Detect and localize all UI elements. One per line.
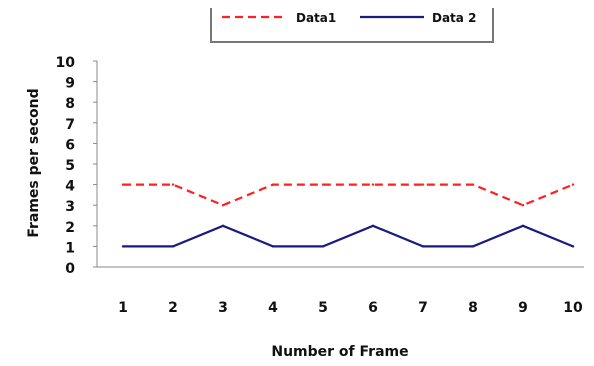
- y-tick-label: 0: [65, 261, 75, 277]
- y-tick-label: 6: [65, 137, 75, 153]
- series-1-point: [171, 183, 175, 186]
- series-line-2: [123, 224, 574, 248]
- y-tick-label: 2: [65, 220, 75, 236]
- series-1-point: [321, 183, 325, 186]
- series-2-point: [121, 245, 125, 248]
- y-tick-label: 1: [65, 240, 75, 256]
- series-2-point: [221, 224, 225, 227]
- x-tick-label: 3: [218, 300, 228, 316]
- y-tick-label: 4: [65, 179, 75, 195]
- y-axis-ticks: 0 1 2 3 4 5 6 7 8 9 10: [56, 55, 97, 277]
- series-1-point: [571, 183, 575, 186]
- series-1-point: [421, 183, 425, 186]
- series-2-point: [421, 245, 425, 248]
- series-layer: [121, 183, 575, 248]
- y-tick-label: 3: [65, 199, 75, 215]
- series-1-point: [471, 183, 475, 186]
- y-tick-label: 9: [65, 76, 75, 92]
- legend-label-1: Data1: [296, 11, 336, 25]
- legend-box: [210, 8, 494, 43]
- x-tick-label: 6: [368, 300, 378, 316]
- series-line-1: [123, 183, 574, 207]
- x-tick-label: 1: [118, 300, 128, 316]
- series-2-point: [321, 245, 325, 248]
- series-1-point: [371, 183, 375, 186]
- legend-label-2: Data 2: [432, 11, 476, 25]
- series-2-point: [171, 245, 175, 248]
- series-2-point: [271, 245, 275, 248]
- series-2-point: [471, 245, 475, 248]
- series-2-point: [571, 245, 575, 248]
- series-1-point: [121, 183, 125, 186]
- series-1-point: [271, 183, 275, 186]
- x-tick-label: 8: [468, 300, 478, 316]
- x-tick-label: 5: [318, 300, 328, 316]
- series-1-point: [521, 204, 525, 207]
- series-1-point: [221, 204, 225, 207]
- y-tick-label: 7: [65, 117, 75, 133]
- axes: [96, 61, 584, 268]
- x-axis-label: Number of Frame: [271, 344, 408, 360]
- x-tick-label: 7: [418, 300, 428, 316]
- legend: Data1 Data 2: [210, 8, 494, 43]
- y-tick-label: 10: [56, 55, 76, 71]
- x-axis-ticks: 1 2 3 4 5 6 7 8 9 10: [118, 300, 583, 316]
- y-tick-label: 5: [65, 158, 75, 174]
- x-tick-label: 10: [563, 300, 583, 316]
- x-tick-label: 9: [518, 300, 528, 316]
- x-tick-label: 4: [268, 300, 278, 316]
- x-tick-label: 2: [168, 300, 178, 316]
- y-tick-label: 8: [65, 96, 75, 112]
- series-2-point: [521, 224, 525, 227]
- y-axis-label: Frames per second: [26, 88, 42, 237]
- series-2-point: [371, 224, 375, 227]
